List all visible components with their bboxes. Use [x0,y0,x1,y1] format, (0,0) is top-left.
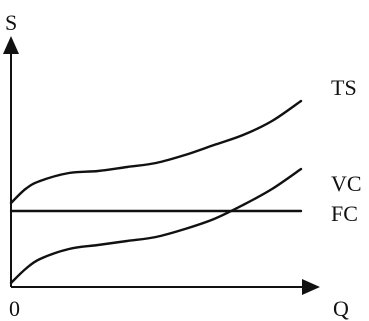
series-label-fc: FC [331,201,358,226]
series-layer [9,99,303,285]
origin-label: 0 [9,296,20,321]
x-axis-label: Q [333,296,349,321]
series-line-ts [9,99,303,205]
series-label-vc: VC [331,171,362,196]
series-label-ts: TS [331,75,357,100]
series-line-vc [9,167,303,285]
y-axis-label: S [5,10,17,35]
